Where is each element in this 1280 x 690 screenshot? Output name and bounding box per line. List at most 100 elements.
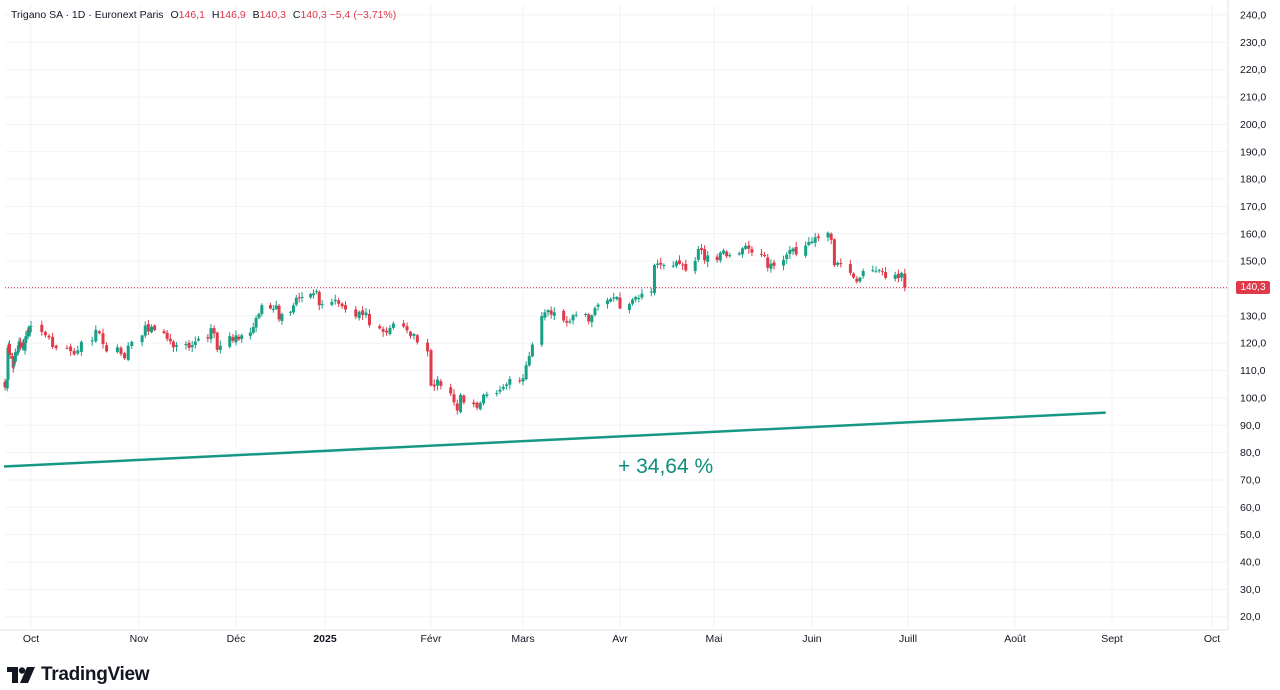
candle-body	[79, 341, 83, 352]
symbol-name: Trigano SA	[11, 9, 63, 21]
candle-body	[640, 293, 644, 298]
candle-body	[693, 260, 697, 271]
open-value: 146,1	[178, 9, 205, 21]
x-tick-label: Déc	[227, 633, 246, 645]
change-value: −5,4 (−3,71%)	[329, 9, 397, 21]
candle-body	[7, 343, 11, 353]
candle-body	[153, 325, 157, 331]
y-tick-label: 30,0	[1240, 584, 1261, 596]
chart-plot	[3, 231, 1228, 468]
candle-body	[260, 305, 264, 314]
x-tick-label: 2025	[313, 633, 337, 645]
candle-body	[565, 320, 569, 323]
low-value: 140,3	[259, 9, 286, 21]
candle-body	[69, 346, 73, 352]
candle-body	[412, 333, 416, 336]
candle-body	[97, 331, 101, 334]
candle-body	[119, 347, 123, 355]
candle-body	[309, 293, 313, 298]
x-tick-label: Mars	[511, 633, 534, 645]
y-tick-label: 200,0	[1240, 119, 1266, 131]
candle-body	[744, 245, 748, 249]
candle-body	[10, 356, 14, 360]
candle-body	[187, 342, 191, 348]
candle-body	[593, 308, 597, 315]
candle-body	[788, 249, 792, 254]
y-tick-label: 130,0	[1240, 310, 1266, 322]
candle-body	[574, 314, 578, 316]
candle-body	[354, 309, 358, 317]
legend-separator: ·	[88, 9, 92, 21]
candle-body	[130, 341, 134, 346]
candle-body	[671, 265, 675, 267]
candle-body	[455, 403, 459, 411]
candle-body	[884, 272, 888, 278]
candle-body	[231, 337, 235, 341]
candle-body	[405, 326, 409, 331]
candle-body	[415, 335, 419, 343]
y-tick-label: 80,0	[1240, 447, 1261, 459]
candle-body	[521, 378, 525, 382]
candle-body	[605, 300, 609, 305]
candle-body	[364, 312, 368, 316]
candle-body	[101, 333, 105, 345]
candle-body	[681, 264, 685, 266]
candle-body	[659, 262, 663, 265]
candle-body	[631, 299, 635, 304]
trendline-annotation: + 34,64 %	[618, 455, 714, 478]
candle-body	[527, 356, 531, 366]
candle-body	[271, 309, 275, 311]
candle-body	[105, 345, 109, 352]
candle-body	[19, 342, 23, 348]
candle-body	[317, 291, 321, 306]
candle-body	[90, 340, 94, 342]
x-tick-label: Mai	[706, 633, 723, 645]
candle-body	[212, 328, 216, 334]
low-label: B	[252, 9, 260, 21]
candle-body	[291, 305, 295, 313]
candle-body	[498, 389, 502, 392]
candle-body	[209, 328, 213, 339]
candle-body	[861, 270, 865, 277]
candle-body	[725, 251, 729, 257]
candle-body	[880, 271, 884, 273]
candle-body	[518, 380, 522, 382]
high-value: 146,9	[219, 9, 246, 21]
candle-body	[485, 394, 489, 396]
candle-body	[408, 331, 412, 336]
candle-body	[877, 269, 881, 271]
candle-body	[146, 324, 150, 332]
candle-body	[391, 323, 395, 328]
candle-body	[656, 263, 660, 265]
candle-body	[501, 386, 505, 389]
candle-body	[330, 301, 334, 305]
candle-body	[832, 239, 836, 266]
candle-body	[5, 379, 9, 389]
candle-body	[24, 336, 28, 343]
candle-body	[280, 313, 284, 321]
candle-body	[234, 335, 238, 343]
candle-body	[16, 351, 20, 354]
candle-body	[426, 342, 430, 352]
candle-body	[65, 347, 69, 349]
candle-body	[587, 314, 591, 322]
tradingview-logo[interactable]: TradingView	[7, 664, 150, 686]
candle-body	[312, 293, 316, 296]
y-tick-label: 100,0	[1240, 392, 1266, 404]
candle-body	[357, 311, 361, 319]
y-tick-label: 190,0	[1240, 146, 1266, 158]
candle-body	[150, 326, 154, 333]
candle-body	[218, 345, 222, 350]
candle-body	[251, 327, 255, 333]
candle-body	[115, 347, 119, 353]
candle-body	[237, 336, 241, 340]
candle-body	[508, 379, 512, 385]
candle-body	[763, 254, 767, 257]
candle-body	[706, 255, 710, 262]
y-tick-label: 170,0	[1240, 201, 1266, 213]
x-tick-label: Oct	[1204, 633, 1220, 645]
candle-body	[378, 325, 382, 329]
candle-body	[6, 347, 10, 380]
close-value: 140,3	[300, 9, 327, 21]
